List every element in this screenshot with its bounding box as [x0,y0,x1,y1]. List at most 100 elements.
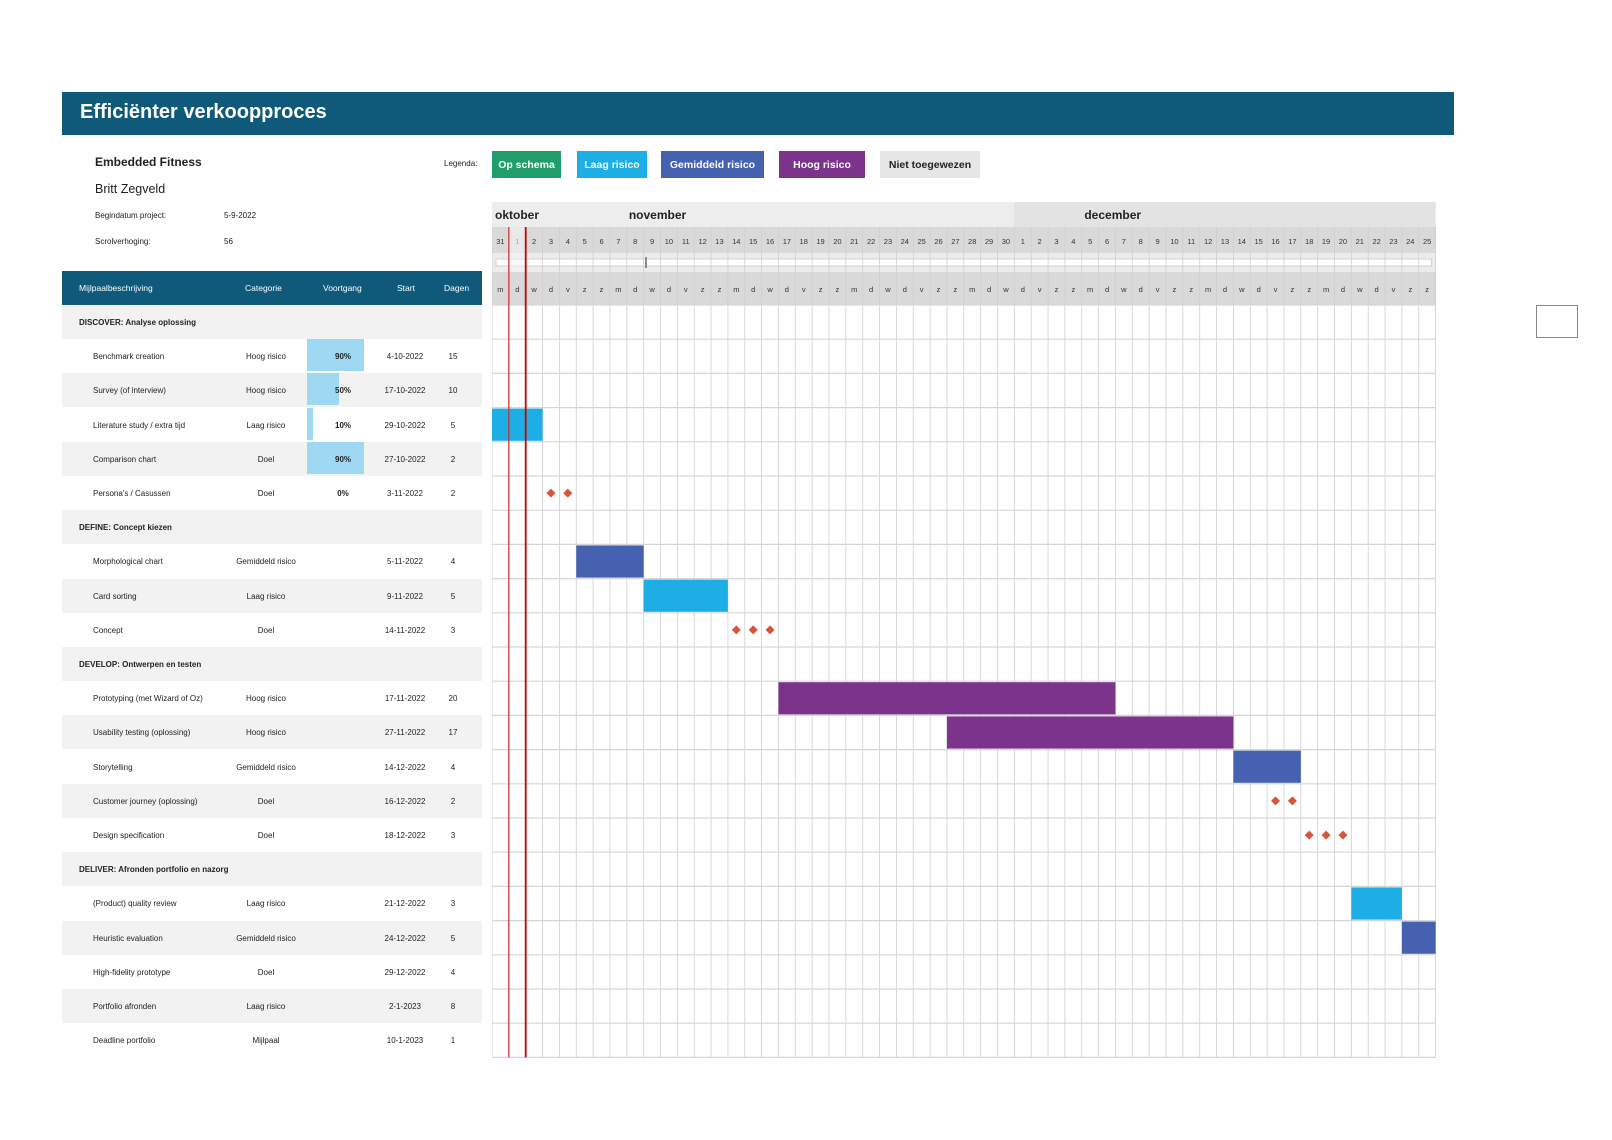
task-start: 9-11-2022 [387,591,423,601]
phase-name: DELIVER: Afronden portfolio en nazorg [79,865,229,875]
day-number: 20 [1339,237,1347,246]
task-days: 8 [450,1002,456,1011]
task-row[interactable]: Usability testing (oplossing) Hoog risico… [62,715,482,750]
day-number: 28 [968,237,976,246]
task-category: Mijlpaal [252,1036,280,1046]
task-row[interactable]: Literature study / extra tijd Laag risico… [62,407,482,442]
legend-item: Gemiddeld risico [661,151,764,178]
task-start: 29-12-2022 [384,967,426,977]
task-row[interactable]: Prototyping (met Wizard of Oz) Hoog risic… [62,681,482,715]
legend-label: Legenda: [444,159,478,168]
task-start: 16-12-2022 [384,796,426,806]
task-start: 24-12-2022 [384,933,426,943]
day-number: 7 [616,237,620,246]
task-row[interactable]: High-fidelity prototype Doel 29-12-2022 4 [62,955,482,989]
project-name: Embedded Fitness [95,155,202,169]
day-number: 18 [800,237,808,246]
task-days: 20 [448,694,458,704]
weekday-letter: w [884,285,891,294]
weekday-letter: d [549,285,553,294]
header-milestone: Mijlpaalbeschrijving [79,283,153,293]
weekday-letter: d [1223,285,1227,294]
day-number: 4 [566,237,570,246]
task-bar [643,579,728,612]
weekday-letter: d [987,285,991,294]
task-category: Laag risico [246,1002,286,1011]
task-name: Prototyping (met Wizard of Oz) [93,694,203,704]
weekday-letter: d [1257,285,1261,294]
task-bar [1351,887,1402,920]
task-row[interactable]: Concept Doel 14-11-2022 3 [62,613,482,647]
phase-row[interactable]: DEVELOP: Ontwerpen en testen [62,647,482,681]
day-number: 14 [1238,237,1246,246]
task-row[interactable]: Survey (of interview) Hoog risico 50% 17-10… [62,373,482,408]
task-name: Design specification [93,831,165,840]
task-row[interactable]: (Product) quality review Laag risico 21-12… [62,886,482,920]
progress-bar [307,441,364,474]
task-row[interactable]: Benchmark creation Hoog risico 90% 4-10-202… [62,339,482,373]
milestone-marker [765,625,775,635]
day-number: 3 [549,237,553,246]
weekday-letter: d [1341,285,1345,294]
task-table-header: Mijlpaalbeschrijving Categorie Voortgang… [62,271,482,305]
task-category: Doel [257,625,275,635]
weekday-letter: v [802,285,806,294]
weekday-letter: w [1002,285,1009,294]
scroll-increment-label: Scrolverhoging: [95,237,151,246]
task-row[interactable]: Deadline portfolio Mijlpaal 10-1-2023 1 [62,1023,482,1057]
task-category: Gemiddeld risico [236,557,296,567]
start-date-input[interactable]: 5-9-2022 [224,211,257,220]
task-days: 4 [450,762,456,772]
weekday-letter: w [530,285,537,294]
weekday-letter: m [733,285,739,294]
task-row[interactable]: Persona's / Casussen Doel 0% 3-11-2022 2 [62,476,482,510]
title-bar: Efficiënter verkoopproces [62,92,1454,135]
day-number: 8 [1139,237,1143,246]
task-start: 18-12-2022 [384,831,426,840]
weekday-letter: z [701,285,705,294]
weekday-letter: m [497,285,503,294]
weekday-letter: z [1408,285,1412,294]
weekday-letter: z [718,285,722,294]
header-start: Start [397,283,415,293]
day-number: 15 [749,237,757,246]
weekday-letter: m [1087,285,1093,294]
day-number: 1 [1021,237,1025,246]
scroll-increment-input[interactable]: 56 [224,237,233,246]
weekday-letter: v [1274,285,1278,294]
phase-row[interactable]: DISCOVER: Analyse oplossing [62,305,482,339]
task-row[interactable]: Comparison chart Doel 90% 27-10-2022 2 [62,441,482,476]
task-category: Doel [257,967,275,977]
phase-row[interactable]: DELIVER: Afronden portfolio en nazorg [62,852,482,887]
task-row[interactable]: Storytelling Gemiddeld risico 14-12-2022 4 [62,750,482,784]
day-number: 9 [1155,237,1159,246]
task-row[interactable]: Portfolio afronden Laag risico 2-1-2023 8 [62,989,482,1023]
task-category: Doel [257,454,275,464]
task-name: Concept [93,625,123,635]
day-number: 6 [1105,237,1109,246]
milestone-marker [1271,796,1281,806]
legend-item: Laag risico [577,151,647,178]
weekday-letter: d [667,285,671,294]
day-number: 29 [985,237,993,246]
task-row[interactable]: Card sorting Laag risico 9-11-2022 5 [62,578,482,613]
phase-name: DISCOVER: Analyse oplossing [79,318,197,327]
header-progress: Voortgang [323,283,362,293]
day-number: 26 [934,237,942,246]
task-row[interactable]: Customer journey (oplossing) Doel 16-12-20… [62,783,482,818]
progress-bar [307,373,339,406]
day-number: 16 [1271,237,1279,246]
weekday-letter: d [515,285,519,294]
weekday-letter: d [1105,285,1109,294]
task-row[interactable]: Morphological chart Gemiddeld risico 5-11-… [62,544,482,578]
task-bar [576,545,644,578]
phase-row[interactable]: DEFINE: Concept kiezen [62,510,482,545]
day-number: 7 [1122,237,1126,246]
task-row[interactable]: Heuristic evaluation Gemiddeld risico 24-1… [62,920,482,955]
day-number: 10 [665,237,673,246]
task-category: Hoog risico [245,352,287,362]
day-number: 2 [1038,237,1042,246]
weekday-letter: z [937,285,941,294]
task-row[interactable]: Design specification Doel 18-12-2022 3 [62,818,482,852]
day-number: 18 [1305,237,1313,246]
